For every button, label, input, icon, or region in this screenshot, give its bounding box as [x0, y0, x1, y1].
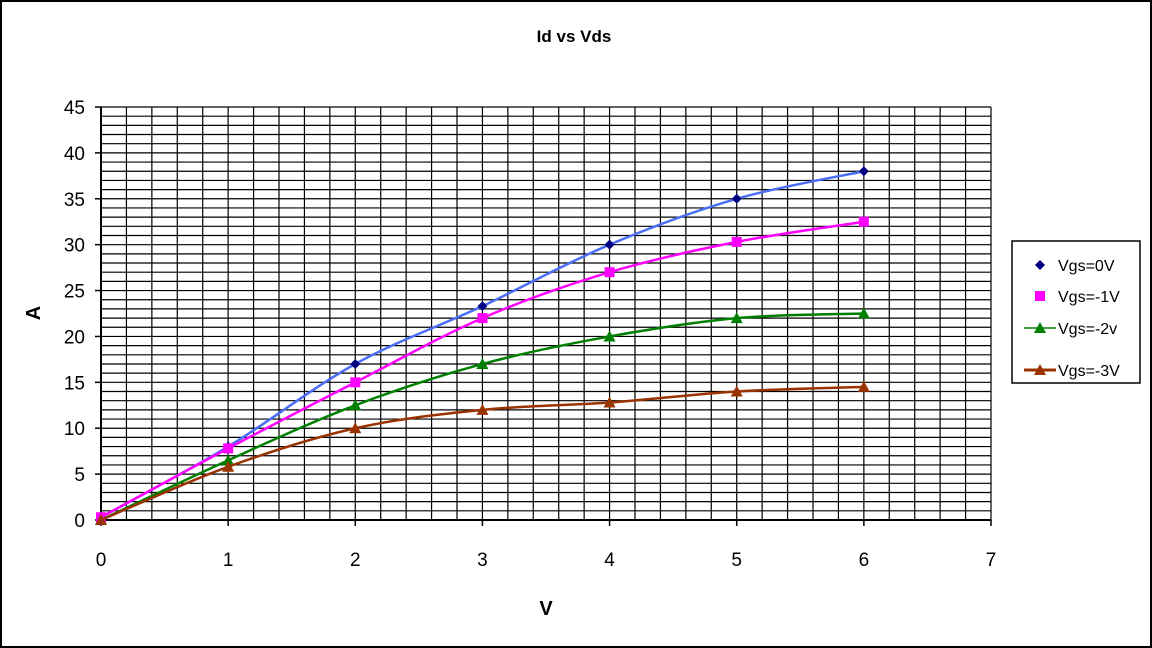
x-tick-label: 7 [986, 550, 997, 571]
data-point [604, 239, 615, 250]
data-point [222, 454, 235, 466]
legend-marker [1034, 364, 1046, 375]
data-point [350, 358, 361, 369]
data-point [350, 377, 361, 388]
data-point [731, 236, 742, 247]
data-point [604, 267, 615, 278]
data-point [349, 422, 362, 434]
data-point [731, 193, 742, 204]
y-tick-label: 25 [64, 282, 85, 303]
legend-marker [1035, 291, 1045, 301]
data-point [730, 385, 743, 397]
x-axis-label: V [539, 598, 553, 620]
y-tick-label: 5 [74, 465, 85, 486]
y-tick-label: 0 [74, 511, 85, 532]
data-point [730, 312, 743, 324]
data-point [857, 307, 870, 319]
y-tick-label: 30 [64, 236, 85, 257]
series-4 [95, 380, 870, 525]
y-tick-label: 10 [64, 419, 85, 440]
data-point [477, 313, 488, 324]
x-tick-label: 3 [477, 550, 488, 571]
x-tick-label: 0 [96, 550, 107, 571]
data-point [476, 357, 489, 369]
y-tick-label: 40 [64, 144, 85, 165]
data-point [476, 403, 489, 415]
data-point [223, 443, 234, 454]
x-tick-label: 4 [604, 550, 615, 571]
data-point [858, 216, 869, 227]
legend-label: Vgs=-2v [1058, 321, 1117, 338]
legend-label: Vgs=-1V [1058, 289, 1120, 306]
data-point [95, 514, 107, 525]
data-point [858, 166, 869, 177]
legend: Vgs=0V Vgs=-1V Vgs=-2v Vgs=-3V [1011, 240, 1141, 384]
legend-label: Vgs=-3V [1058, 363, 1120, 380]
chart-title: Id vs Vds [537, 27, 612, 46]
y-axis-label: A [23, 306, 45, 320]
legend-box [1011, 240, 1141, 384]
data-point [477, 301, 488, 312]
x-tick-label: 6 [859, 550, 870, 571]
y-tick-label: 45 [64, 98, 85, 119]
y-tick-label: 15 [64, 373, 85, 394]
data-point [222, 460, 235, 472]
data-point [857, 380, 870, 392]
data-point [603, 330, 616, 342]
x-tick-label: 5 [731, 550, 742, 571]
data-point [603, 396, 616, 408]
data-point [349, 399, 362, 411]
legend-marker [1035, 260, 1045, 270]
y-tick-label: 20 [64, 327, 85, 348]
series-group [95, 166, 870, 525]
x-tick-label: 1 [223, 550, 234, 571]
y-tick-label: 35 [64, 190, 85, 211]
x-tick-label: 2 [350, 550, 361, 571]
legend-label: Vgs=0V [1058, 258, 1115, 275]
legend-marker [1034, 322, 1046, 333]
